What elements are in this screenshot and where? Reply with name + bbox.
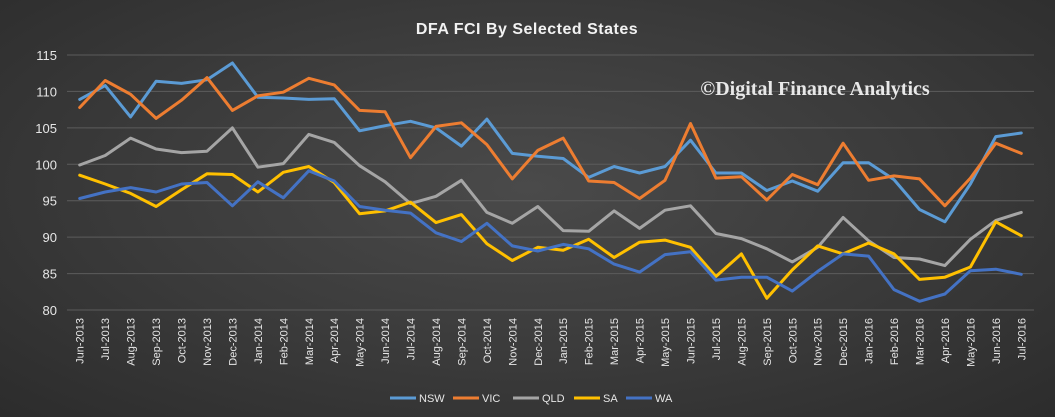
x-tick-label: Jul-2013 [100,318,112,360]
x-axis: Jun-2013 Jul-2013 Aug-2013 Sep-2013 Oct-2013… [75,318,1029,367]
x-tick-label: Apr-2014 [329,318,341,363]
x-tick-label: Jun-2013 [75,318,87,364]
y-axis: 80 85 90 95 100 105 110 115 [35,48,57,318]
chart-title: DFA FCI By Selected States [416,21,638,38]
series-line-sa [78,165,1023,300]
y-tick-label: 95 [43,194,57,209]
x-tick-label: Nov-2014 [507,318,519,366]
x-tick-label: Oct-2015 [787,318,799,363]
x-tick-label: Feb-2016 [889,318,901,365]
y-tick-label: 105 [35,121,57,136]
x-tick-label: May-2015 [660,318,672,367]
legend-label-wa: WA [655,393,673,405]
x-tick-label: Mar-2016 [914,318,926,365]
x-tick-label: Sep-2013 [151,318,163,366]
legend: NSW VIC QLD SA WA [390,393,673,405]
x-tick-label: Jun-2015 [685,318,697,364]
legend-label-vic: VIC [482,393,500,405]
x-tick-label: Mar-2014 [304,318,316,365]
x-tick-label: Jan-2015 [558,318,570,364]
series-line-qld [78,126,1023,268]
x-tick-label: Apr-2016 [940,318,952,363]
x-tick-label: Dec-2015 [838,318,850,366]
x-tick-label: Jan-2016 [864,318,876,364]
x-tick-label: Jul-2015 [711,318,723,360]
x-tick-label: Nov-2013 [202,318,214,366]
y-tick-label: 115 [36,48,57,63]
x-tick-label: Jul-2016 [1016,318,1028,360]
x-tick-label: Mar-2015 [609,318,621,365]
series-line-nsw [78,61,1023,224]
y-tick-label: 90 [43,230,57,245]
x-tick-label: Jan-2014 [253,318,265,364]
y-tick-label: 100 [35,157,57,172]
x-tick-label: Dec-2013 [227,318,239,366]
x-tick-label: May-2014 [355,318,367,367]
x-tick-label: Nov-2015 [813,318,825,366]
y-tick-label: 85 [43,267,57,282]
y-tick-label: 110 [36,84,57,99]
series-line-vic [78,76,1023,208]
x-tick-label: Oct-2014 [482,318,494,363]
legend-label-qld: QLD [542,393,565,405]
x-tick-label: Dec-2014 [533,318,545,366]
x-tick-label: Jun-2014 [380,318,392,364]
legend-label-sa: SA [603,393,618,405]
x-tick-label: Aug-2014 [431,318,443,366]
series-lines [78,61,1023,303]
x-tick-label: Aug-2015 [736,318,748,366]
x-tick-label: Oct-2013 [177,318,189,363]
x-tick-label: Aug-2013 [126,318,138,366]
y-tick-label: 80 [43,303,57,318]
x-tick-label: Jun-2016 [991,318,1003,364]
x-tick-label: Apr-2015 [635,318,647,363]
x-tick-label: Feb-2015 [584,318,596,365]
legend-label-nsw: NSW [419,393,445,405]
x-tick-label: Jul-2014 [406,318,418,360]
x-tick-label: May-2016 [965,318,977,367]
x-tick-label: Feb-2014 [278,318,290,365]
watermark-text: ©Digital Finance Analytics [700,78,930,100]
x-tick-label: Sep-2015 [762,318,774,366]
series-line-wa [78,169,1023,303]
x-tick-label: Sep-2014 [456,318,468,366]
